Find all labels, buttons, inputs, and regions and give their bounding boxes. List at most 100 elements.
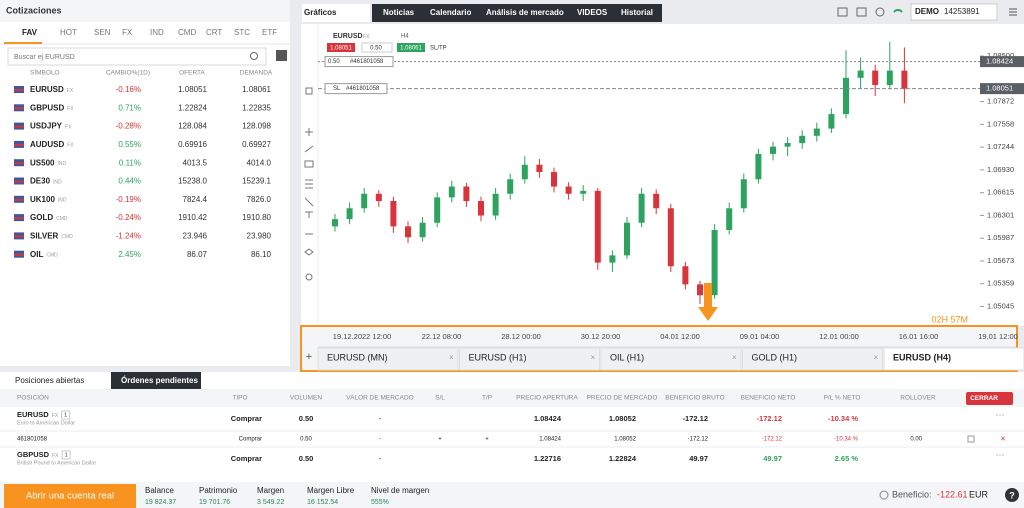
flag-stripe xyxy=(14,180,24,183)
cell-market-value: - xyxy=(379,414,382,423)
tool[interactable] xyxy=(304,248,314,256)
buy-price[interactable]: 1.08061 xyxy=(400,46,422,52)
quote-tab[interactable]: FX xyxy=(122,28,133,37)
cell-gross: -172.12 xyxy=(683,414,708,423)
positions-tab[interactable]: Órdenes pendientes xyxy=(121,376,198,385)
search-icon xyxy=(250,52,258,60)
icon[interactable] xyxy=(856,7,867,17)
chart-tab[interactable] xyxy=(459,347,600,371)
icon[interactable] xyxy=(875,7,885,17)
cell-pl: -10.34 % xyxy=(834,437,859,443)
ask: 1910.80 xyxy=(242,213,271,222)
chart-tab-label[interactable]: GOLD (H1) xyxy=(752,352,798,362)
change: 0.11% xyxy=(119,158,141,167)
nav-item[interactable]: Calendario xyxy=(430,8,471,17)
timeframe[interactable]: H4 xyxy=(401,34,409,40)
close-position[interactable]: × xyxy=(1000,433,1005,443)
nav-item[interactable]: Análisis de mercado xyxy=(486,8,564,17)
quote-tab[interactable]: CRT xyxy=(206,28,222,37)
candle-body xyxy=(770,146,776,154)
candle-body xyxy=(667,208,674,267)
close-all-button[interactable] xyxy=(966,392,1013,405)
countdown: 02H 57M xyxy=(931,314,968,324)
menu-icon[interactable] xyxy=(1009,8,1017,16)
cta-label[interactable]: Abrir una cuenta real xyxy=(26,491,114,502)
search-box[interactable] xyxy=(7,47,267,66)
cell-sl[interactable]: + xyxy=(438,437,442,443)
copy-icon[interactable] xyxy=(967,435,975,443)
icon[interactable] xyxy=(837,7,848,17)
chart-tab-label[interactable]: EURUSD (H4) xyxy=(893,352,951,362)
chart-tab-label[interactable]: OIL (H1) xyxy=(610,352,644,362)
chart-tab[interactable] xyxy=(742,347,883,371)
bid: 7824.4 xyxy=(183,195,208,204)
quote-tab[interactable]: ETF xyxy=(262,28,277,37)
quote-tab[interactable]: STC xyxy=(234,28,250,37)
buy-button[interactable] xyxy=(397,43,425,52)
positions-tab[interactable]: Posiciones abiertas xyxy=(15,376,84,385)
cell-tp[interactable]: + xyxy=(485,437,489,443)
bid: 0.69916 xyxy=(178,140,207,149)
cell-open: 1.08424 xyxy=(539,437,561,443)
sl-tag[interactable] xyxy=(324,83,388,95)
change: -1.24% xyxy=(116,232,141,241)
cell-volume: 0.50 xyxy=(300,437,312,443)
add-tab[interactable]: + xyxy=(306,351,312,363)
nav-item[interactable]: VIDEOS xyxy=(577,8,608,17)
sell-button[interactable] xyxy=(327,43,355,52)
tool[interactable] xyxy=(305,128,313,136)
quote-tab[interactable]: HOT xyxy=(60,28,77,37)
x-tick-label: 28.12 00:00 xyxy=(501,332,541,341)
row-menu[interactable]: ··· xyxy=(996,409,1005,419)
account-box[interactable] xyxy=(910,3,998,21)
tab[interactable] xyxy=(111,372,201,389)
tool[interactable] xyxy=(304,160,314,168)
row-menu[interactable]: ··· xyxy=(996,449,1005,459)
tool[interactable] xyxy=(305,179,313,189)
quote-tab[interactable]: IND xyxy=(150,28,164,37)
y-tick-label: 1.06615 xyxy=(987,188,1014,197)
help-glyph[interactable]: ? xyxy=(1009,490,1015,500)
nav-active-tab[interactable] xyxy=(302,4,370,22)
chart-tab[interactable] xyxy=(883,347,1024,371)
column-header: S/L xyxy=(435,395,445,402)
x-tick-label: 12.01 00:00 xyxy=(819,332,859,341)
nav-item[interactable]: Historial xyxy=(621,8,653,17)
symbol-tag: FX xyxy=(67,88,74,94)
tool[interactable] xyxy=(305,211,313,218)
tool[interactable] xyxy=(304,145,314,153)
tab-close: × xyxy=(874,353,879,362)
chart-tab[interactable] xyxy=(317,347,459,371)
tool[interactable] xyxy=(305,273,313,281)
chart-tab-label[interactable]: EURUSD (MN) xyxy=(327,352,388,362)
nav-item[interactable]: Gráficos xyxy=(304,8,337,17)
order-tag[interactable] xyxy=(324,56,394,68)
chart-tab[interactable] xyxy=(600,347,742,371)
candle-body xyxy=(697,284,703,296)
help-icon[interactable] xyxy=(1005,488,1019,502)
nav-item[interactable]: Noticias xyxy=(383,8,415,17)
chart-tab-label[interactable]: EURUSD (H1) xyxy=(469,352,527,362)
cta-button[interactable] xyxy=(4,484,136,508)
profit-currency: EUR xyxy=(969,489,989,499)
quote-tab[interactable]: FAV xyxy=(22,28,38,37)
tool[interactable] xyxy=(304,197,314,207)
sell-price[interactable]: 1.08051 xyxy=(330,46,352,52)
quote-tab[interactable]: SEN xyxy=(94,28,111,37)
tab-close: × xyxy=(591,353,596,362)
close-all-label[interactable]: CERRAR xyxy=(970,395,998,402)
grid-icon[interactable] xyxy=(276,50,287,61)
flag-stripe xyxy=(14,253,24,256)
plot: 1.08500 1.07872 1.07558 1.07244 1.06930 1.066… xyxy=(318,41,1024,333)
stat-value: 19 824.37 xyxy=(145,499,176,506)
volume-input[interactable] xyxy=(361,42,393,53)
price-tag xyxy=(980,56,1024,68)
symbol: OIL xyxy=(30,250,43,259)
column-header: P/L % NETO xyxy=(824,395,861,402)
quote-tab[interactable]: CMD xyxy=(178,28,196,37)
candle-body xyxy=(375,193,382,202)
tab-active[interactable] xyxy=(0,372,110,389)
tool[interactable] xyxy=(305,87,313,95)
chart-symbol: EURUSD xyxy=(333,33,363,40)
sltp[interactable]: SL/TP xyxy=(430,46,447,52)
